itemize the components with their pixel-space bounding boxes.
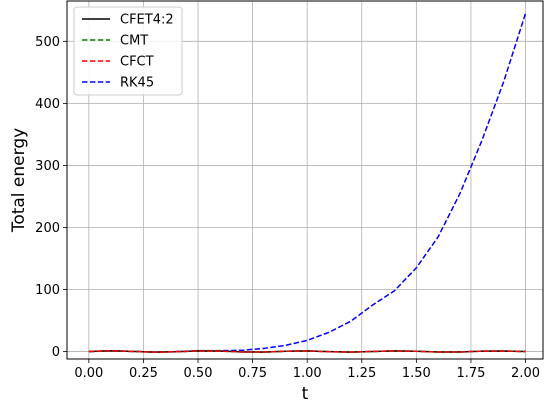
series-line-cfct: [88, 350, 526, 353]
legend-label: CFET4:2: [120, 13, 174, 28]
axis-ticks: 0.00 0.25 0.50 0.75 1.00 1.25 1.50 1.75 2.00 0 100…: [35, 35, 540, 381]
legend-label: RK45: [120, 76, 154, 91]
series-lines: [88, 13, 527, 353]
x-tick-label: 2.00: [511, 366, 540, 381]
x-tick-label: 1.75: [456, 366, 485, 381]
y-tick-label: 200: [35, 221, 60, 236]
x-tick-label: 0.50: [184, 366, 213, 381]
plot-frame: [66, 0, 544, 360]
y-tick-label: 100: [35, 283, 60, 298]
x-tick-label: 0.25: [129, 366, 158, 381]
y-tick-label: 500: [35, 35, 60, 50]
x-tick-label: 1.00: [293, 366, 322, 381]
legend-label: CFCT: [120, 55, 154, 70]
y-axis-label: Total energy: [9, 128, 29, 233]
x-axis-label: t: [302, 384, 309, 404]
legend: CFET4:2 CMT CFCT RK45: [73, 6, 183, 96]
y-tick-label: 300: [35, 159, 60, 174]
x-tick-label: 1.50: [402, 366, 431, 381]
x-tick-label: 1.25: [347, 366, 376, 381]
x-tick-label: 0.75: [238, 366, 267, 381]
y-tick-label: 0: [52, 345, 60, 360]
y-tick-label: 400: [35, 97, 60, 112]
x-tick-label: 0.00: [74, 366, 103, 381]
legend-box: [73, 6, 183, 96]
legend-label: CMT: [120, 34, 148, 49]
